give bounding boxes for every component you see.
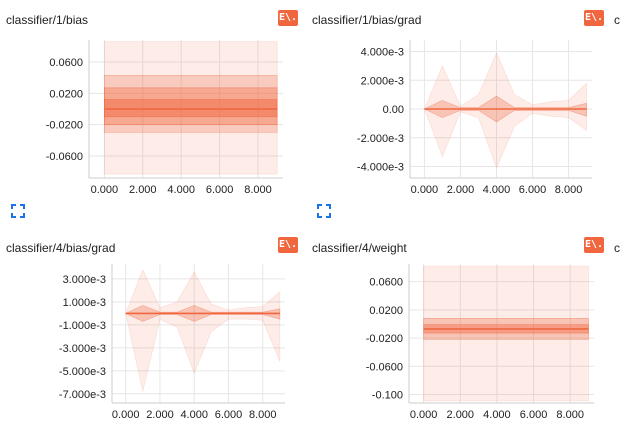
y-tick-label: -7.000e-3 xyxy=(59,389,106,401)
distribution-band xyxy=(104,41,278,175)
download-button[interactable]: E\. xyxy=(584,10,604,26)
distribution-band xyxy=(423,265,589,402)
y-tick-label: -1.000e-3 xyxy=(59,320,106,332)
y-tick-label: 0.0600 xyxy=(369,277,403,289)
y-tick-label: 0.0200 xyxy=(49,88,83,100)
y-tick-label: 1.000e-3 xyxy=(63,297,106,309)
y-tick-label: -0.0200 xyxy=(366,333,403,345)
x-tick-label: 0.000 xyxy=(411,184,439,196)
y-tick-label: -2.000e-3 xyxy=(357,133,404,145)
x-tick-label: 2.000 xyxy=(447,184,475,196)
x-tick-label: 4.000 xyxy=(483,409,511,421)
chart-title: classifier/1/bias/grad xyxy=(312,13,422,27)
download-button[interactable]: E\. xyxy=(278,10,298,26)
x-tick-label: 8.000 xyxy=(249,409,277,421)
chart-card: classifier/1/bias E\. 0.0600 0.0200 -0.020… xyxy=(0,0,310,218)
x-tick-label: 8.000 xyxy=(556,409,584,421)
x-tick-label: 2.000 xyxy=(447,409,475,421)
y-tick-label: 0.0200 xyxy=(369,305,403,317)
x-tick-label: 0.000 xyxy=(112,409,140,421)
y-tick-label: 0.00 xyxy=(383,104,404,116)
x-tick-label: 6.000 xyxy=(520,409,548,421)
chart-card: classifier/1/bias/grad E\. 4.000e-3 2.000… xyxy=(306,0,616,218)
x-tick-label: 0.000 xyxy=(410,409,438,421)
y-tick-label: -4.000e-3 xyxy=(357,162,404,174)
distribution-band xyxy=(424,52,587,169)
distribution-band xyxy=(125,268,281,392)
y-tick-label: -5.000e-3 xyxy=(59,366,106,378)
x-tick-label: 2.000 xyxy=(129,184,157,196)
chart-area: 0.0600 0.0200 -0.0200 -0.0600 -0.100 0.000 2.0… xyxy=(366,264,594,421)
chart-area: 0.0600 0.0200 -0.0200 -0.0600 0.000 2.000 4.00… xyxy=(46,40,283,196)
chart-area: 3.000e-3 1.000e-3 -1.000e-3 -3.000e-3 -5.000… xyxy=(59,264,285,421)
x-tick-label: 4.000 xyxy=(180,409,208,421)
x-tick-label: 8.000 xyxy=(244,184,272,196)
chart-card: classifier/4/weight E\. 0.0600 0.0200 -0.0… xyxy=(306,228,616,442)
x-tick-label: 4.000 xyxy=(483,184,511,196)
y-tick-label: -0.0600 xyxy=(46,151,83,163)
y-tick-label: -0.0600 xyxy=(366,361,403,373)
expand-icon[interactable] xyxy=(11,204,25,218)
y-tick-label: -0.0200 xyxy=(46,120,83,132)
expand-icon[interactable] xyxy=(317,204,331,218)
x-tick-label: 8.000 xyxy=(555,184,583,196)
y-tick-label: -3.000e-3 xyxy=(59,343,106,355)
y-tick-label: 4.000e-3 xyxy=(361,47,404,59)
download-button[interactable]: E\. xyxy=(278,237,298,253)
y-tick-label: -0.100 xyxy=(372,390,403,402)
x-tick-label: 2.000 xyxy=(146,409,174,421)
x-tick-label: 4.000 xyxy=(167,184,195,196)
y-tick-label: 3.000e-3 xyxy=(63,274,106,286)
y-tick-label: 2.000e-3 xyxy=(361,75,404,87)
download-button[interactable]: E\. xyxy=(584,237,604,253)
truncated-next-title: c xyxy=(614,241,620,255)
chart-title: classifier/4/weight xyxy=(312,241,407,255)
x-tick-label: 0.000 xyxy=(91,184,119,196)
x-tick-label: 6.000 xyxy=(215,409,243,421)
x-tick-label: 6.000 xyxy=(206,184,234,196)
chart-card: classifier/4/bias/grad E\. 3.000e-3 1.000… xyxy=(0,228,310,442)
chart-title: classifier/4/bias/grad xyxy=(6,241,116,255)
chart-title: classifier/1/bias xyxy=(6,13,89,27)
truncated-next-title: c xyxy=(614,13,620,27)
x-tick-label: 6.000 xyxy=(519,184,547,196)
chart-area: 4.000e-3 2.000e-3 0.00 -2.000e-3 -4.000e-3 0.… xyxy=(357,40,592,196)
y-tick-label: 0.0600 xyxy=(49,57,83,69)
